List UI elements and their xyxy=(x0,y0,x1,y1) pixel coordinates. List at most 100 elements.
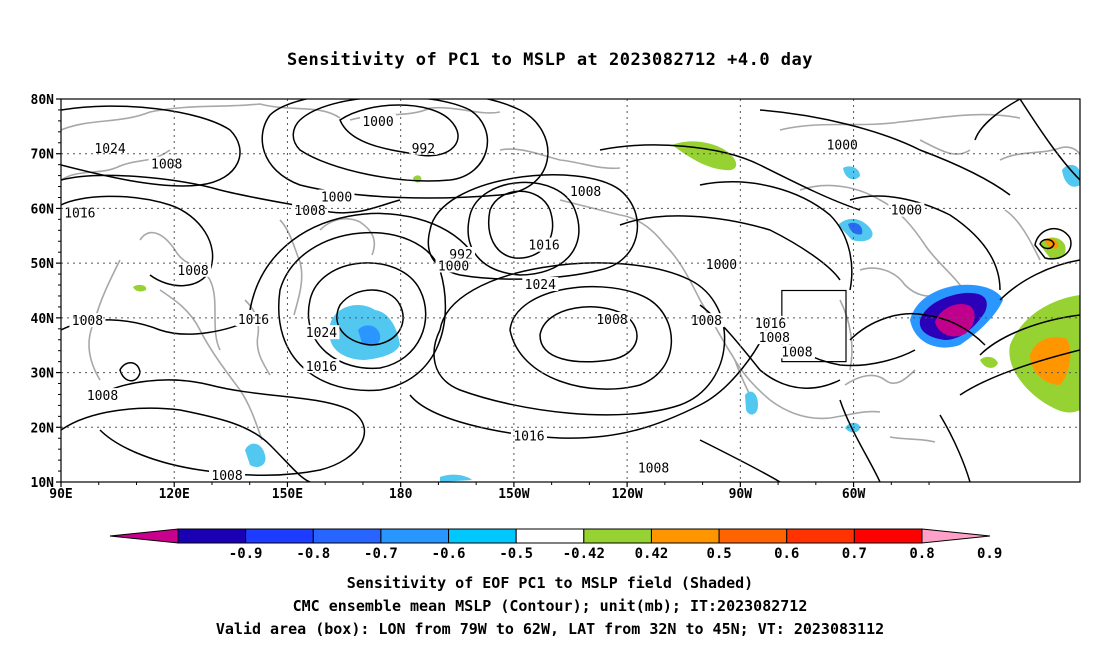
shade-patch xyxy=(843,166,860,180)
contour-label-bg xyxy=(778,344,815,359)
colorbar-swatch xyxy=(853,528,923,544)
contour-line xyxy=(467,181,580,276)
contour-label-bg xyxy=(526,237,563,252)
contour-label-bg xyxy=(84,388,121,403)
contour-line xyxy=(509,285,672,390)
lon-tick-label: 150W xyxy=(498,487,529,502)
contour-line xyxy=(427,174,639,280)
colorbar-swatch xyxy=(448,528,517,544)
contour-label: 1008 xyxy=(72,314,103,329)
colorbar-label: 0.5 xyxy=(706,546,731,562)
contour-label: 1016 xyxy=(306,360,337,375)
contour-line xyxy=(849,313,986,346)
contour-label-bg xyxy=(292,203,329,218)
contour-label-bg xyxy=(635,460,672,475)
shade-patch xyxy=(358,325,381,346)
contour-line xyxy=(759,109,1011,196)
lat-tick-label: 80N xyxy=(31,93,55,108)
lat-tick-label: 30N xyxy=(31,367,55,382)
colorbar-end-low xyxy=(109,528,179,544)
contour-label: 1008 xyxy=(151,158,182,173)
lon-tick-label: 120W xyxy=(611,487,642,502)
colorbar-label: -0.9 xyxy=(229,546,263,562)
shade-patch xyxy=(1045,238,1059,249)
colorbar-swatch xyxy=(583,528,652,544)
contour-label-bg xyxy=(567,184,604,199)
contour-label: 1008 xyxy=(638,461,669,476)
colorbar-swatch xyxy=(177,528,247,544)
contour-label-bg xyxy=(92,140,129,155)
contour-label: 1000 xyxy=(827,139,858,154)
contour-label: 1008 xyxy=(570,185,601,200)
contour-line xyxy=(61,174,401,214)
contour-label-bg xyxy=(69,313,106,328)
contour-label-bg xyxy=(318,189,355,204)
contour-label: 1000 xyxy=(706,258,737,273)
contour-label-bg xyxy=(61,205,98,220)
contour-label-bg xyxy=(209,467,246,482)
colorbar-label: 0.6 xyxy=(774,546,799,562)
contour-label-bg xyxy=(303,325,340,340)
contour-labels: 1000 1024 992 1008 1000 1000 1008 1016 1008 1000 1… xyxy=(61,113,925,484)
contour-label-bg xyxy=(888,202,925,217)
contour-label: 1000 xyxy=(321,190,352,205)
contour-line xyxy=(939,414,971,482)
shade-patch xyxy=(745,391,758,415)
sensitivity-shading xyxy=(133,141,1080,482)
colorbar-label: 0.9 xyxy=(977,546,1002,562)
colorbar-label: -0.42 xyxy=(563,546,605,562)
contour-line xyxy=(61,105,241,187)
lon-tick-label: 60W xyxy=(842,487,866,502)
contour-line xyxy=(61,407,311,482)
lon-tick-label: 90W xyxy=(729,487,753,502)
lat-tick-label: 70N xyxy=(31,148,55,163)
graticule xyxy=(61,99,1080,482)
contour-line xyxy=(307,262,427,370)
contour-label-bg xyxy=(175,262,212,277)
coastlines xyxy=(61,103,1080,443)
contour-label: 1016 xyxy=(528,239,559,254)
contour-label-bg xyxy=(435,258,472,273)
contour-line xyxy=(1019,99,1080,181)
contour-label: 1000 xyxy=(362,115,393,130)
contour-label-bg xyxy=(148,156,185,171)
contour-label: 1008 xyxy=(691,314,722,329)
contour-line xyxy=(119,362,141,382)
contour-line xyxy=(89,379,366,476)
contour-label-bg xyxy=(522,277,559,292)
contour-label: 1008 xyxy=(177,264,208,279)
lat-tick-label: 20N xyxy=(31,421,55,436)
contour-label-bg xyxy=(409,140,438,155)
lon-tick-label: 90E xyxy=(49,487,72,502)
lat-tick-label: 40N xyxy=(31,312,55,327)
shade-patch xyxy=(245,443,266,467)
shade-patch xyxy=(440,474,472,482)
shade-patch xyxy=(848,222,863,235)
lon-tick-label: 180 xyxy=(389,487,413,502)
contour-label-bg xyxy=(756,330,793,345)
contour-label-bg xyxy=(752,315,789,330)
caption-line-3: Valid area (box): LON from 79W to 62W, L… xyxy=(215,620,885,638)
contour-line xyxy=(1039,238,1055,250)
contour-label-bg xyxy=(303,359,340,374)
contour-label: 1008 xyxy=(87,389,118,404)
colorbar-label: 0.7 xyxy=(842,546,867,562)
colorbar-label: -0.6 xyxy=(432,546,466,562)
contour-line xyxy=(599,144,861,211)
shade-patch xyxy=(672,141,737,171)
contour-line xyxy=(409,319,771,439)
contour-label: 1008 xyxy=(759,331,790,346)
contour-line xyxy=(849,195,1001,291)
contour-label: 992 xyxy=(412,142,435,157)
colorbar-swatch xyxy=(718,528,788,544)
colorbar-swatch xyxy=(380,528,450,544)
shade-patch xyxy=(133,284,147,292)
contour-label-bg xyxy=(594,312,631,327)
lon-tick-label: 120E xyxy=(159,487,190,502)
contour-label: 1008 xyxy=(211,469,242,484)
colorbar: -0.9 -0.8 -0.7 -0.6 -0.5 -0.42 0.42 0.5 0.6 0.7 0.… xyxy=(109,528,1002,562)
contour-label: 1024 xyxy=(306,326,337,341)
caption-line-2: CMC ensemble mean MSLP (Contour); unit(m… xyxy=(292,597,808,615)
contour-label-bg xyxy=(360,113,397,128)
